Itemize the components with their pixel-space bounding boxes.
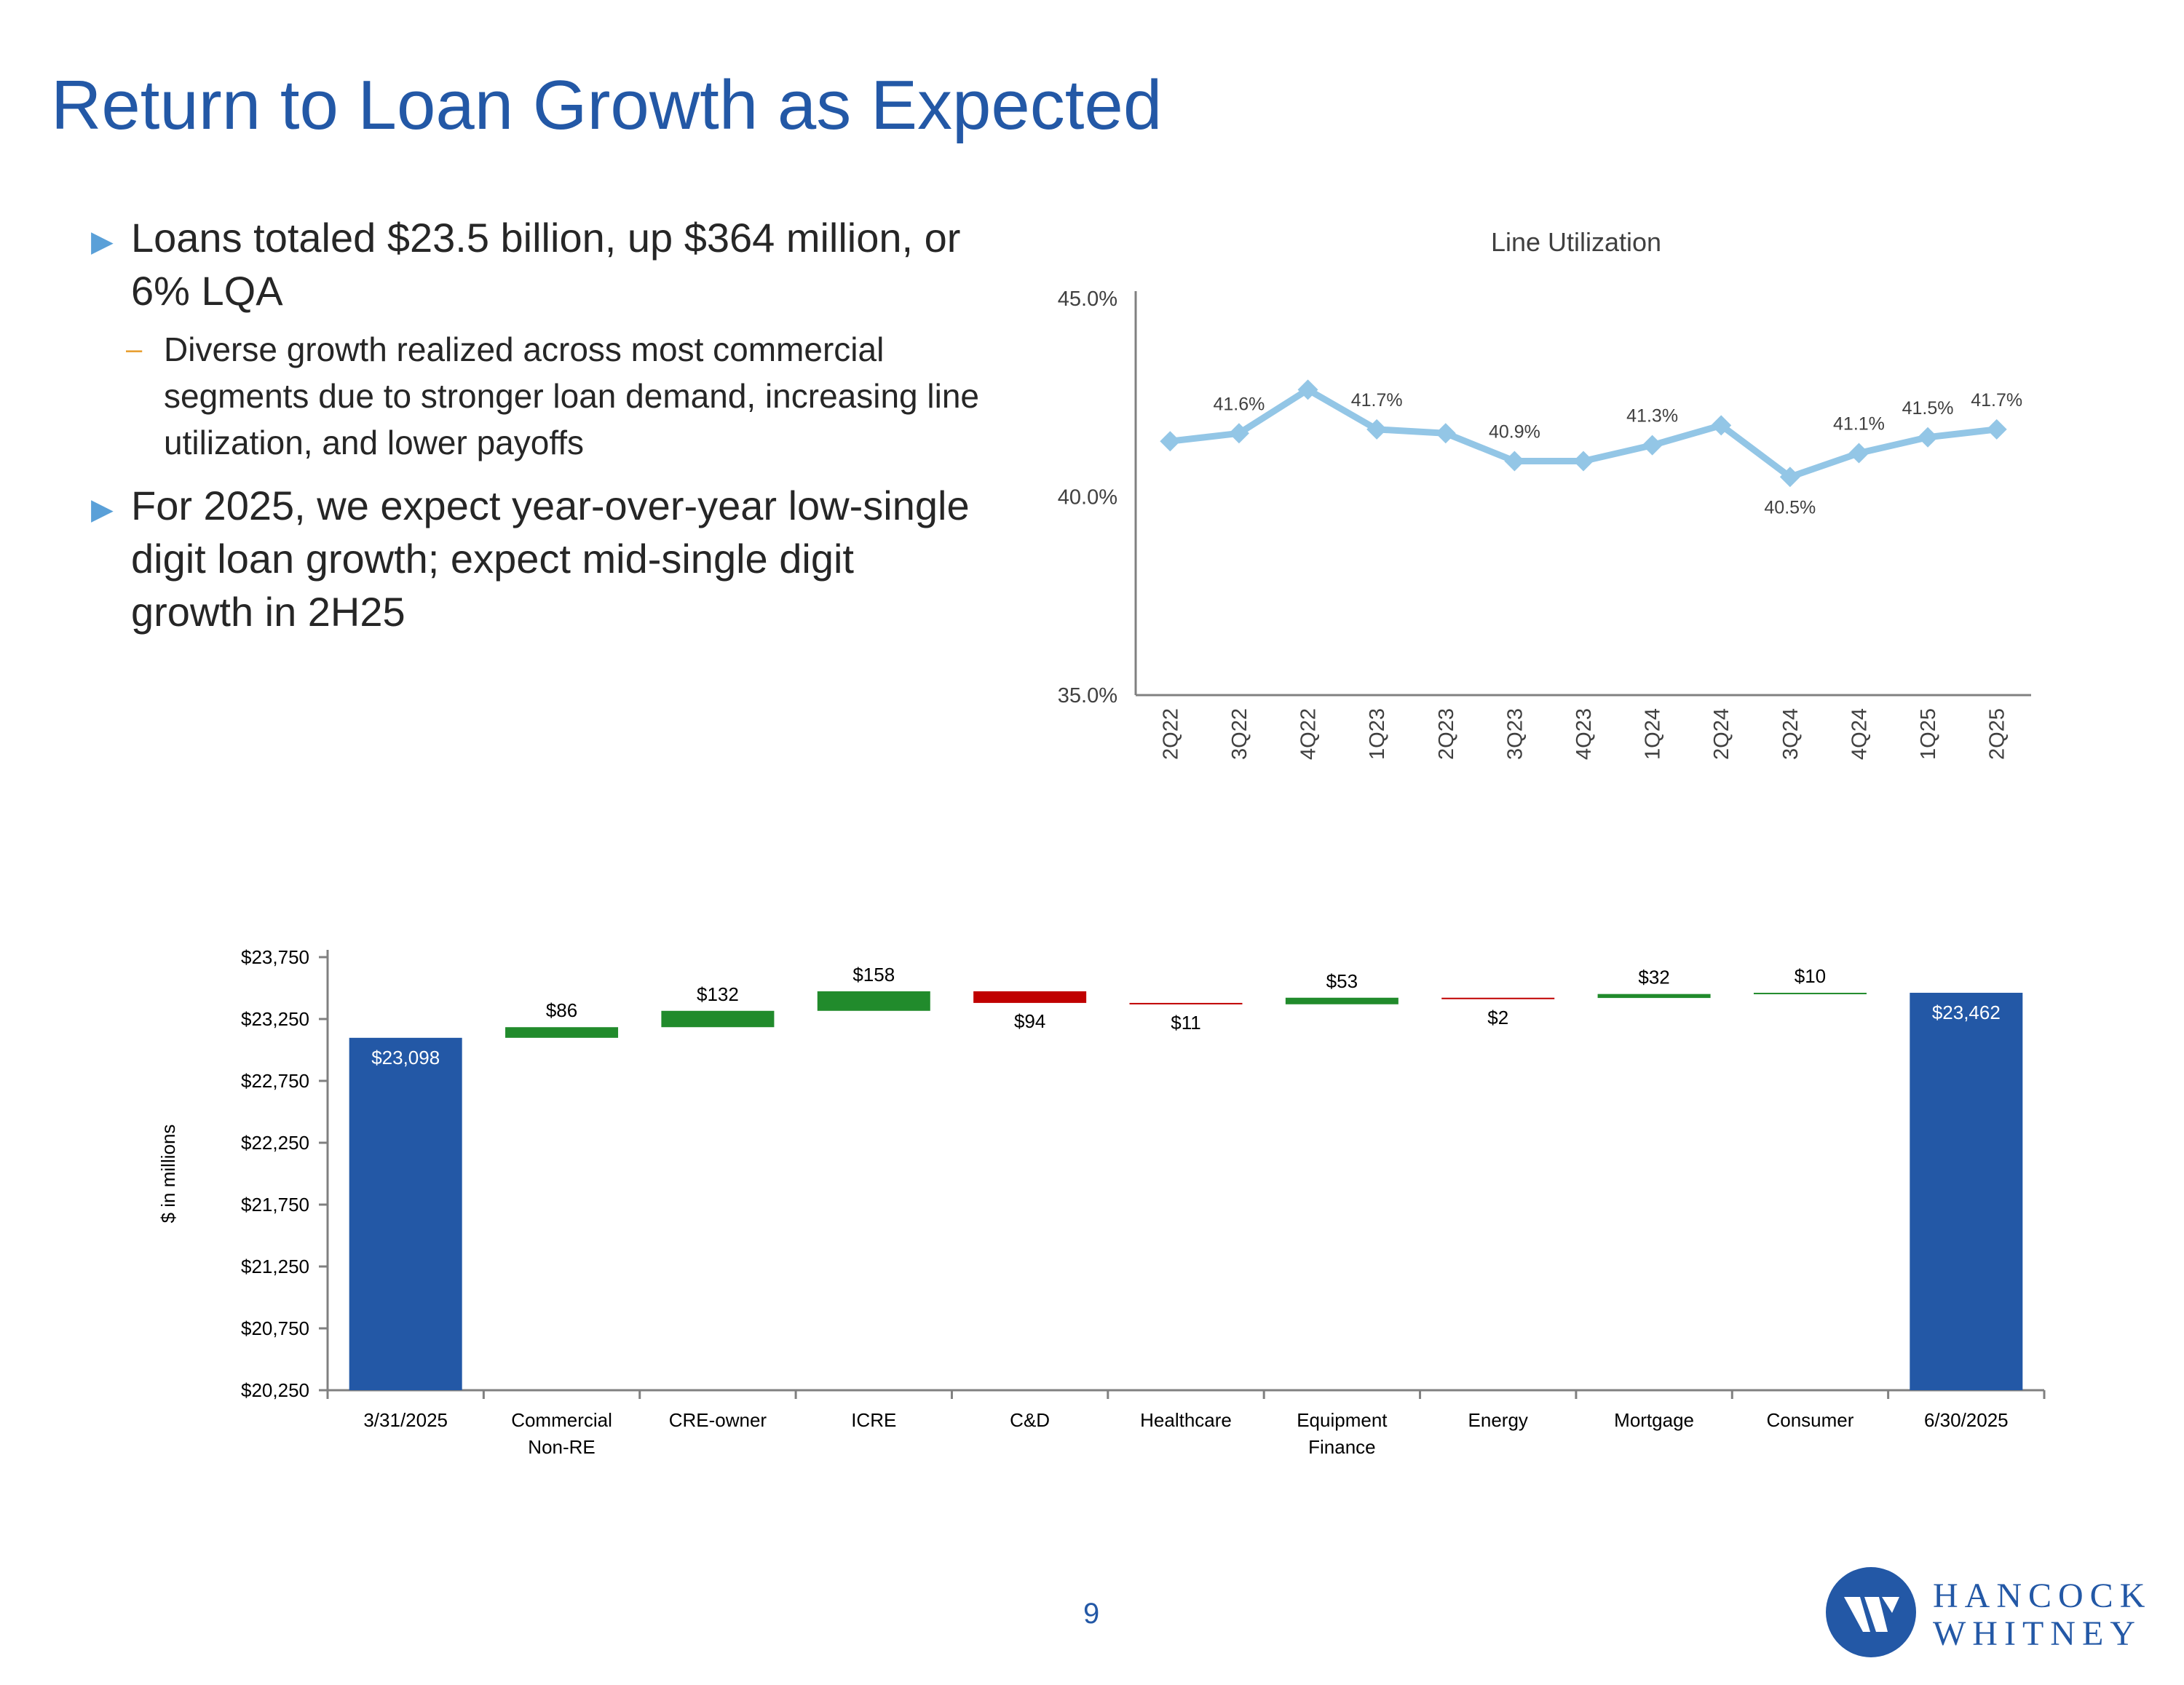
y-tick-label: 45.0% <box>1058 288 1117 311</box>
hancock-whitney-logo-icon <box>1826 1567 1916 1657</box>
line-utilization-chart: Line Utilization 35.0% 40.0% 45.0% 2Q22 41.6%… <box>1058 227 2031 760</box>
waterfall-bar <box>817 991 930 1011</box>
y-tick-label: $20,750 <box>241 1317 309 1339</box>
triangle-bullet-icon: ▶ <box>91 226 114 258</box>
data-label: $53 <box>1326 970 1358 992</box>
loan-waterfall-chart: $20,250 $20,750 $21,250 $21,750 $22,250 $22,7… <box>157 946 2046 1458</box>
data-point <box>1228 423 1249 444</box>
data-label: $94 <box>1014 1010 1045 1032</box>
waterfall-bar <box>1753 992 1867 994</box>
bullet-text: For 2025, we expect year-over-year low-s… <box>131 483 970 635</box>
waterfall-bar <box>1285 997 1398 1004</box>
data-point <box>1435 423 1456 444</box>
data-point <box>1986 419 2007 440</box>
waterfall-bar <box>505 1027 619 1038</box>
x-tick-label: 1Q23 <box>1366 708 1389 760</box>
sub-bullet-text: Diverse growth realized across most comm… <box>164 330 980 461</box>
data-point <box>1642 435 1663 456</box>
x-tick-label: Healthcare <box>1140 1409 1232 1431</box>
x-tick-label: 6/30/2025 <box>1924 1409 2009 1431</box>
sub-bullet-item: – Diverse growth realized across most co… <box>91 326 986 466</box>
data-label: $158 <box>852 964 895 986</box>
waterfall-bar <box>1129 1002 1243 1004</box>
y-tick-label: $22,750 <box>241 1070 309 1092</box>
x-tick-label: 3Q22 <box>1228 708 1251 760</box>
data-point <box>1918 427 1939 448</box>
x-tick-label: 2Q23 <box>1435 708 1458 760</box>
x-tick-label: C&D <box>1010 1409 1050 1431</box>
data-label: $132 <box>697 983 739 1005</box>
data-label: $23,098 <box>371 1047 440 1069</box>
x-tick-label: CRE-owner <box>669 1409 767 1431</box>
waterfall-bar <box>349 1037 462 1390</box>
data-point <box>1297 379 1318 400</box>
x-tick-label: 1Q24 <box>1642 708 1665 760</box>
y-tick-label: $20,250 <box>241 1379 309 1401</box>
data-label: 41.7% <box>1351 390 1403 411</box>
x-tick-label: 4Q22 <box>1297 708 1321 760</box>
data-point <box>1366 419 1388 440</box>
data-label: $86 <box>546 999 577 1021</box>
data-label: 40.5% <box>1764 497 1816 518</box>
x-tick-label: Mortgage <box>1614 1409 1694 1431</box>
bullet-list: ▶ Loans totaled $23.5 billion, up $364 m… <box>91 211 986 638</box>
brand-name-line1: HANCOCK <box>1933 1577 2152 1615</box>
bullet-item: ▶ Loans totaled $23.5 billion, up $364 m… <box>91 211 986 317</box>
dash-bullet-icon: – <box>126 333 143 365</box>
data-label: $11 <box>1171 1012 1200 1034</box>
data-point <box>1160 431 1181 452</box>
waterfall-bar <box>1910 992 2023 1390</box>
y-axis-title: $ in millions <box>157 1125 179 1224</box>
waterfall-bar <box>661 1010 775 1028</box>
chart-title: Line Utilization <box>1491 227 1661 257</box>
x-tick-label: Consumer <box>1766 1409 1853 1431</box>
waterfall-bar <box>973 991 1087 1003</box>
x-tick-label: Energy <box>1468 1409 1528 1431</box>
x-tick-label: 2Q25 <box>1986 708 2009 760</box>
x-tick-label: 4Q24 <box>1848 708 1871 760</box>
data-label: 41.3% <box>1626 406 1678 427</box>
data-label: $23,462 <box>1932 1002 2001 1023</box>
data-label: $10 <box>1795 965 1826 987</box>
bullet-text: Loans totaled $23.5 billion, up $364 mil… <box>131 215 961 314</box>
x-tick-label: 3Q24 <box>1779 708 1803 760</box>
y-tick-label: $23,750 <box>241 946 309 968</box>
data-point <box>1779 467 1800 488</box>
data-point <box>1504 451 1525 472</box>
data-label: $2 <box>1487 1007 1508 1028</box>
y-tick-label: $23,250 <box>241 1008 309 1030</box>
y-tick-label: $21,750 <box>241 1194 309 1216</box>
data-point <box>1711 415 1732 436</box>
data-point <box>1573 451 1594 472</box>
x-tick-label: Commercial Non-RE <box>511 1409 612 1458</box>
x-tick-label: 1Q25 <box>1917 708 1940 760</box>
data-point <box>1848 443 1870 464</box>
data-label: 41.6% <box>1213 394 1265 414</box>
x-tick-label: Equipment Finance <box>1297 1409 1388 1458</box>
data-label: 41.7% <box>1971 390 2022 411</box>
x-tick-label: ICRE <box>851 1409 896 1431</box>
y-tick-label: 40.0% <box>1058 486 1117 510</box>
y-tick-label: 35.0% <box>1058 684 1117 707</box>
brand-name-line2: WHITNEY <box>1933 1614 2142 1653</box>
x-tick-label: 3Q23 <box>1503 708 1527 760</box>
x-tick-label: 2Q24 <box>1710 708 1733 760</box>
x-tick-label: 2Q22 <box>1159 708 1182 760</box>
waterfall-bar <box>1597 994 1711 999</box>
x-tick-label: 3/31/2025 <box>363 1409 448 1431</box>
data-label: 41.5% <box>1902 398 1954 419</box>
triangle-bullet-icon: ▶ <box>91 493 114 526</box>
bullet-item: ▶ For 2025, we expect year-over-year low… <box>91 479 986 638</box>
data-label: $32 <box>1638 967 1669 988</box>
x-tick-label: 4Q23 <box>1572 708 1596 760</box>
data-label: 40.9% <box>1489 421 1540 442</box>
y-tick-label: $22,250 <box>241 1132 309 1154</box>
page-number: 9 <box>1083 1598 1100 1630</box>
data-label: 41.1% <box>1833 414 1885 435</box>
slide-title: Return to Loan Growth as Expected <box>51 66 1163 144</box>
y-tick-label: $21,250 <box>241 1256 309 1277</box>
waterfall-bar <box>1441 997 1555 999</box>
